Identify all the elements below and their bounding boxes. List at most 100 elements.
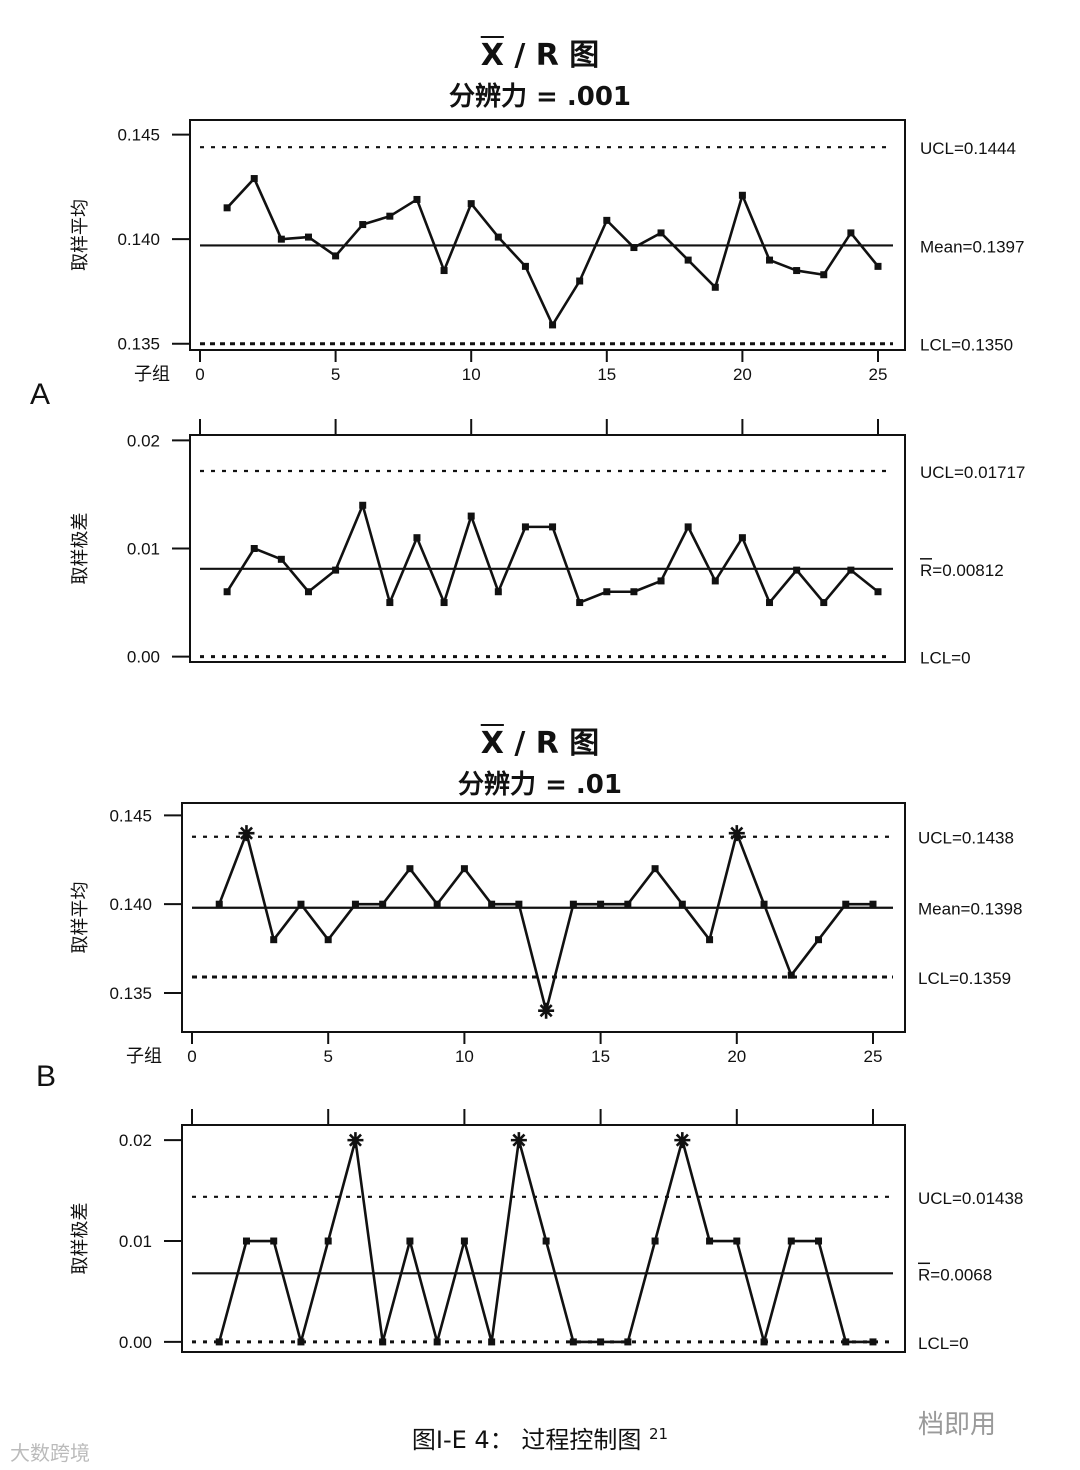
chart-b-xbar-point [815, 936, 823, 944]
chart-a-xbar-x-tick-label: 20 [733, 365, 752, 384]
chart-a-xbar-mean-label: Mean=0.1397 [920, 237, 1024, 256]
chart-a-xbar-x-tick-label: 10 [462, 365, 481, 384]
section-label-a: A [30, 378, 51, 411]
chart-b-xbar-x-tick-label: 5 [323, 1047, 332, 1066]
chart-b-range-lcl-label: LCL=0 [918, 1334, 969, 1353]
chart-a-range-point [413, 534, 421, 542]
chart-a-xbar-point [277, 235, 285, 243]
chart-b-xbar-point [351, 900, 359, 908]
chart-b-xbar-point [433, 900, 441, 908]
chart-b-xbar-plot-frame [181, 802, 906, 1033]
chart-a-title: X / R 图 [0, 30, 1080, 74]
chart-a-xbar-y-tick-label: 0.135 [117, 335, 160, 354]
chart-b-range-point [215, 1338, 223, 1346]
chart-b-range-point [706, 1237, 714, 1245]
chart-b-range-point [597, 1338, 605, 1346]
chart-a-xbar-point [874, 262, 882, 270]
chart-b-xbar-point [597, 900, 605, 908]
chart-b-range-point [787, 1237, 795, 1245]
chart-b-range-point [488, 1338, 496, 1346]
chart-b-xbar-point [869, 900, 877, 908]
chart-b-xbar-point-out-of-control [238, 825, 255, 842]
chart-a-xbar-point [494, 233, 502, 241]
chart-b-range-mean-label: R=0.0068 [918, 1265, 992, 1284]
chart-b-range-point [651, 1237, 659, 1245]
chart-a-range-point [359, 501, 367, 509]
chart-b-range-point [542, 1237, 550, 1245]
chart-a-range-y-axis-label: 取样极差 [70, 513, 91, 585]
chart-a-range-plot-frame [189, 434, 906, 663]
chart-b-xbar-series-line [218, 831, 873, 1012]
chart-a-range-y-tick-label: 0.02 [127, 431, 160, 450]
chart-a-title-rest: / R 图 [503, 38, 600, 73]
chart-a-xbar-y-tick-label: 0.140 [117, 230, 160, 249]
chart-b-range-point [406, 1237, 414, 1245]
chart-a-xbar-y-tick-label: 0.145 [117, 126, 160, 145]
chart-b-range-point-out-of-control [510, 1132, 527, 1149]
chart-a-range-point [847, 566, 855, 574]
chart-a-range-y-tick-label: 0.01 [127, 540, 160, 559]
chart-b-xbar-point [706, 936, 714, 944]
chart-b-title-xbar: X [480, 726, 504, 761]
chart-a-range-point [304, 588, 312, 596]
chart-a-range-lcl-label: LCL=0 [920, 649, 971, 668]
chart-b-xbar-point [270, 936, 278, 944]
chart-a-range-point [549, 523, 557, 531]
chart-b-range-point [460, 1237, 468, 1245]
chart-a-xbar-point [549, 321, 557, 329]
chart-a-xbar-point [738, 191, 746, 199]
chart-a-range-ucl-label: UCL=0.01717 [920, 463, 1025, 482]
chart-b-range-plot-frame [181, 1124, 906, 1353]
chart-a-range-point [874, 588, 882, 596]
chart-a-range-point [277, 555, 285, 563]
chart-a-range-point [576, 599, 584, 607]
chart-a-xbar-point [820, 271, 828, 279]
chart-b-range-point-out-of-control [674, 1132, 691, 1149]
chart-a-range-point [521, 523, 529, 531]
chart-b-xbar-point-out-of-control [538, 1002, 555, 1019]
chart-b-title-rest: / R 图 [503, 726, 600, 761]
chart-a-range-point [793, 566, 801, 574]
chart-b-range-ucl-label: UCL=0.01438 [918, 1189, 1023, 1208]
chart-b-xbar-point [215, 900, 223, 908]
chart-b-range-point-out-of-control [347, 1132, 364, 1149]
chart-a-range-point [467, 512, 475, 520]
chart-a-xbar-ucl-label: UCL=0.1444 [920, 139, 1016, 158]
chart-a-xbar-x-tick-label: 5 [331, 365, 340, 384]
chart-b-range-point [569, 1338, 577, 1346]
chart-b-xbar-x-axis-label: 子组 [126, 1046, 162, 1067]
chart-b-xbar-lcl-label: LCL=0.1359 [918, 969, 1011, 988]
chart-b-xbar-point-out-of-control [728, 825, 745, 842]
chart-a-xbar-point [304, 233, 312, 241]
chart-a-range-point [332, 566, 340, 574]
chart-b-range-point [869, 1338, 877, 1346]
chart-a-range-point [250, 545, 258, 552]
chart-b-range-y-tick-label: 0.00 [119, 1333, 152, 1352]
chart-a-xbar-point [440, 267, 448, 275]
chart-b-xbar-point [406, 865, 414, 873]
chart-b-title: X / R 图 [0, 718, 1080, 762]
chart-b-range-point [624, 1338, 632, 1346]
chart-a-xbar-point [576, 277, 584, 285]
chart-b-range-point [242, 1237, 250, 1245]
chart-b-range-point [379, 1338, 387, 1346]
chart-a-xbar-point [223, 204, 231, 212]
caption-ref: 21 [648, 1425, 669, 1443]
chart-a-xbar-series-line [226, 177, 880, 327]
chart-b-xbar-point [842, 900, 850, 908]
chart-a-xbar-point [467, 200, 475, 208]
chart-a-subtitle: 分辨力 = .001 [448, 82, 632, 112]
chart-b-xbar-x-tick-label: 0 [187, 1047, 196, 1066]
chart-a-xbar-point [766, 256, 774, 264]
chart-b-range-point [842, 1338, 850, 1346]
chart-b-xbar-y-tick-label: 0.140 [109, 895, 152, 914]
chart-b-xbar-point [569, 900, 577, 908]
chart-b-xbar-y-tick-label: 0.135 [109, 984, 152, 1003]
chart-a-range-point [494, 588, 502, 596]
chart-b-xbar-point [787, 971, 795, 979]
chart-a-range-point [711, 577, 719, 585]
chart-a-range-point [386, 599, 394, 607]
chart-b-range-point [270, 1237, 278, 1245]
chart-b-range-y-axis-label: 取样极差 [70, 1203, 91, 1275]
chart-a-title-xbar: X [480, 38, 504, 73]
